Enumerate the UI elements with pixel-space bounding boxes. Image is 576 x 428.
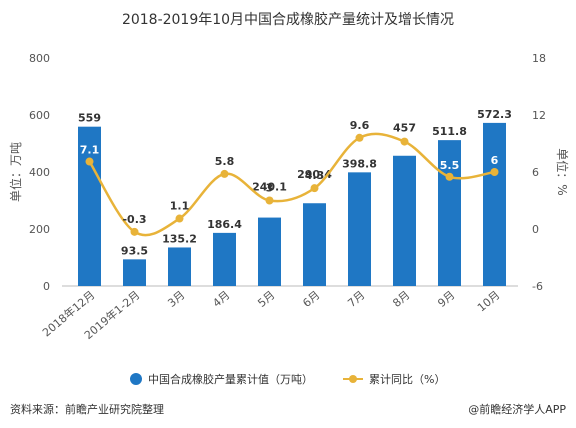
legend-bar-marker [130,373,142,385]
line-series [85,132,499,237]
bar [258,217,281,286]
line-value-label: 5.8 [215,155,235,168]
left-tick-label: 0 [43,280,50,293]
line-point [445,172,454,181]
left-axis-ticks: 0 200 400 600 800 [29,52,50,293]
series-line [88,132,495,237]
line-point [130,227,139,236]
bar-value-label: 240.1 [252,181,287,194]
x-tick-label: 4月 [210,288,232,310]
chart-title: 2018-2019年10月中国合成橡胶产量统计及增长情况 [122,11,454,28]
bar-value-label: 398.8 [342,157,377,170]
bar [303,203,326,286]
line-point [400,137,409,146]
right-axis-label: 单位：% [555,148,570,195]
x-tick-label: 3月 [165,288,187,310]
left-tick-label: 800 [29,52,50,65]
bar-value-label: 572.3 [477,108,512,121]
bar [393,155,416,286]
line-point [175,214,184,223]
line-value-label: 1.1 [170,200,190,213]
x-tick-label: 9月 [435,288,457,310]
right-tick-label: 18 [532,52,546,65]
source-note: 资料来源：前瞻产业研究院整理 [10,402,164,416]
x-tick-label: 10月 [475,288,503,314]
bar-series [78,122,506,286]
x-tick-label: 7月 [345,288,367,310]
left-axis-label: 单位：万吨 [8,142,23,202]
right-tick-label: -6 [532,280,543,293]
line-value-label: -0.3 [122,213,146,226]
x-tick-label: 5月 [255,288,277,310]
line-point [355,133,364,142]
bar [348,172,371,286]
bar [78,126,101,286]
bar [213,232,236,286]
right-tick-label: 12 [532,109,546,122]
left-tick-label: 200 [29,223,50,236]
brand-note: @前瞻经济学人APP [468,402,566,416]
x-tick-label: 8月 [390,288,412,310]
line-point [220,169,229,178]
line-value-label: 9.6 [350,119,370,132]
line-point [265,196,274,205]
x-tick-label: 6月 [300,288,322,310]
line-point [85,157,94,166]
left-tick-label: 600 [29,109,50,122]
line-value-label: 5.5 [440,159,460,172]
line-point [490,168,499,176]
right-axis-ticks: -6 0 6 12 18 [532,52,546,293]
line-value-label: 3 [266,182,274,195]
right-tick-label: 0 [532,223,539,236]
legend-line-dot [349,375,357,383]
bar-value-label: 93.5 [121,244,148,257]
bar-value-label: 457 [393,122,416,135]
bar-value-label: 559 [78,112,101,125]
line-value-label: 6 [491,154,499,167]
left-tick-label: 400 [29,166,50,179]
bar [168,247,191,286]
bar [123,259,146,286]
bar-value-label: 186.4 [207,218,242,231]
bar [483,122,506,286]
line-value-labels: 7.1 -0.3 1.1 5.8 3 4.3 9.6 5.5 6 [80,119,499,226]
line-value-label: 7.1 [80,144,100,157]
line-point [310,184,319,193]
legend-line-label: 累计同比（%） [369,373,445,386]
right-tick-label: 6 [532,166,539,179]
bar-value-label: 135.2 [162,232,197,245]
legend-bar-label: 中国合成橡胶产量累计值（万吨） [148,372,313,386]
legend: 中国合成橡胶产量累计值（万吨） 累计同比（%） [130,372,445,386]
line-value-label: 4.3 [305,169,325,182]
bar-value-label: 511.8 [432,125,467,138]
bar [438,140,461,286]
